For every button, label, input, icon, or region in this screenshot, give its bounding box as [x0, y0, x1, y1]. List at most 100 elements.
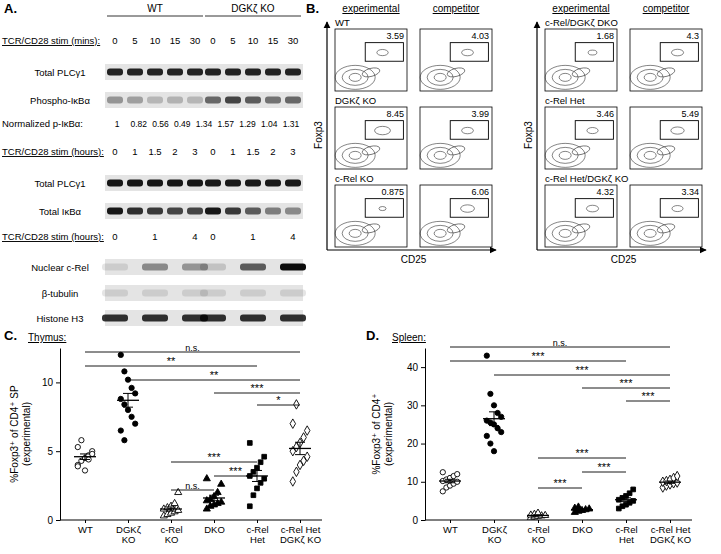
band — [265, 208, 281, 215]
y-arrow — [326, 22, 327, 250]
band — [280, 264, 306, 271]
band — [187, 69, 203, 76]
lane-label: 10 — [150, 35, 161, 46]
x-arrow — [327, 249, 496, 250]
plot-frame — [420, 107, 492, 169]
error-bar — [621, 498, 631, 502]
panel-letter: D. — [366, 328, 379, 343]
lane-label: 4 — [192, 231, 197, 242]
band — [240, 315, 266, 322]
band — [225, 97, 241, 104]
x-axis-title: CD25 — [611, 254, 637, 265]
subtitle: Thymus: — [28, 332, 66, 343]
band — [107, 97, 123, 104]
data-point — [262, 476, 267, 481]
band — [265, 97, 281, 104]
x-tick: DKO — [204, 520, 225, 535]
band — [225, 208, 241, 215]
significance-label: *** — [620, 377, 634, 389]
contour — [552, 147, 578, 163]
x-tick-label: c-RelHet — [615, 524, 637, 545]
band — [167, 208, 183, 215]
contour — [361, 144, 380, 156]
error-bar — [166, 507, 176, 511]
data-point — [129, 385, 134, 390]
data-point — [491, 449, 496, 454]
data-point — [304, 426, 309, 435]
row-label: β-tubulin — [42, 288, 79, 299]
panel-flow: B.experimentalcompetitorFoxp3CD25experim… — [306, 1, 706, 265]
gate — [450, 199, 488, 218]
significance-label: n.s. — [553, 338, 568, 348]
band — [240, 290, 266, 297]
data-point — [214, 488, 221, 494]
quant-value: 1.29 — [239, 119, 256, 129]
x-tick-mark — [494, 520, 495, 523]
lane-label: 30 — [288, 35, 299, 46]
y-tick-label: 5 — [47, 446, 53, 457]
x-tick-mark — [85, 520, 86, 523]
gate — [365, 199, 403, 218]
contour — [427, 147, 453, 163]
data-point — [79, 438, 84, 443]
y-tick-label: 0 — [412, 515, 418, 526]
x-axis-line — [60, 520, 322, 521]
band — [205, 69, 221, 76]
band — [147, 69, 163, 76]
column-label: competitor — [643, 3, 690, 14]
contour — [571, 144, 590, 156]
plot-frame — [420, 185, 492, 247]
data-point — [129, 414, 134, 419]
significance-label: n.s. — [185, 343, 200, 353]
data-point — [122, 438, 127, 443]
column-label: competitor — [433, 3, 480, 14]
y-tick-label: 40 — [407, 362, 419, 373]
mean-line — [659, 482, 681, 483]
significance-label: *** — [554, 477, 568, 489]
band — [245, 180, 261, 187]
band — [205, 180, 221, 187]
error-bar — [665, 481, 675, 483]
data-point — [251, 493, 256, 498]
gate-value: 4.03 — [471, 31, 489, 41]
gate — [660, 199, 698, 218]
error-bar — [533, 514, 543, 516]
significance-label: *** — [229, 465, 243, 477]
data-point — [122, 402, 127, 407]
data-point — [118, 352, 123, 357]
contour — [427, 69, 453, 85]
gate-value: 4.3 — [686, 31, 699, 41]
contour — [361, 222, 380, 234]
gate-value: 8.45 — [386, 109, 404, 119]
band — [147, 180, 163, 187]
gated-population — [671, 127, 684, 134]
panel-letter: C. — [4, 328, 17, 343]
y-tick-label: 0 — [47, 515, 53, 526]
plot-frame — [545, 29, 617, 91]
lane-label: 4 — [290, 231, 295, 242]
gate — [365, 43, 403, 62]
gated-population — [377, 49, 388, 55]
contour — [434, 229, 446, 237]
gated-population — [586, 205, 598, 212]
x-tick-mark — [300, 520, 301, 523]
x-tick-label: DGKζKO — [116, 524, 142, 545]
y-tick: 5 — [47, 446, 60, 457]
flow-plot: 4.32 — [545, 185, 617, 247]
y-tick-label: 30 — [407, 400, 419, 411]
significance-label: *** — [532, 350, 546, 362]
contour — [637, 69, 663, 85]
significance-label: ** — [167, 355, 176, 367]
lane-label: 0 — [112, 35, 117, 46]
data-point — [488, 441, 493, 446]
contour — [434, 151, 446, 159]
contour — [644, 151, 656, 159]
error-bar — [209, 495, 219, 501]
y-tick-label: 10 — [42, 377, 54, 388]
flow-plot: 8.45 — [335, 107, 407, 169]
data-point — [484, 433, 489, 438]
gate-value: 1.68 — [596, 31, 614, 41]
band — [187, 208, 203, 215]
contour — [656, 222, 675, 234]
x-tick-mark — [582, 520, 583, 523]
